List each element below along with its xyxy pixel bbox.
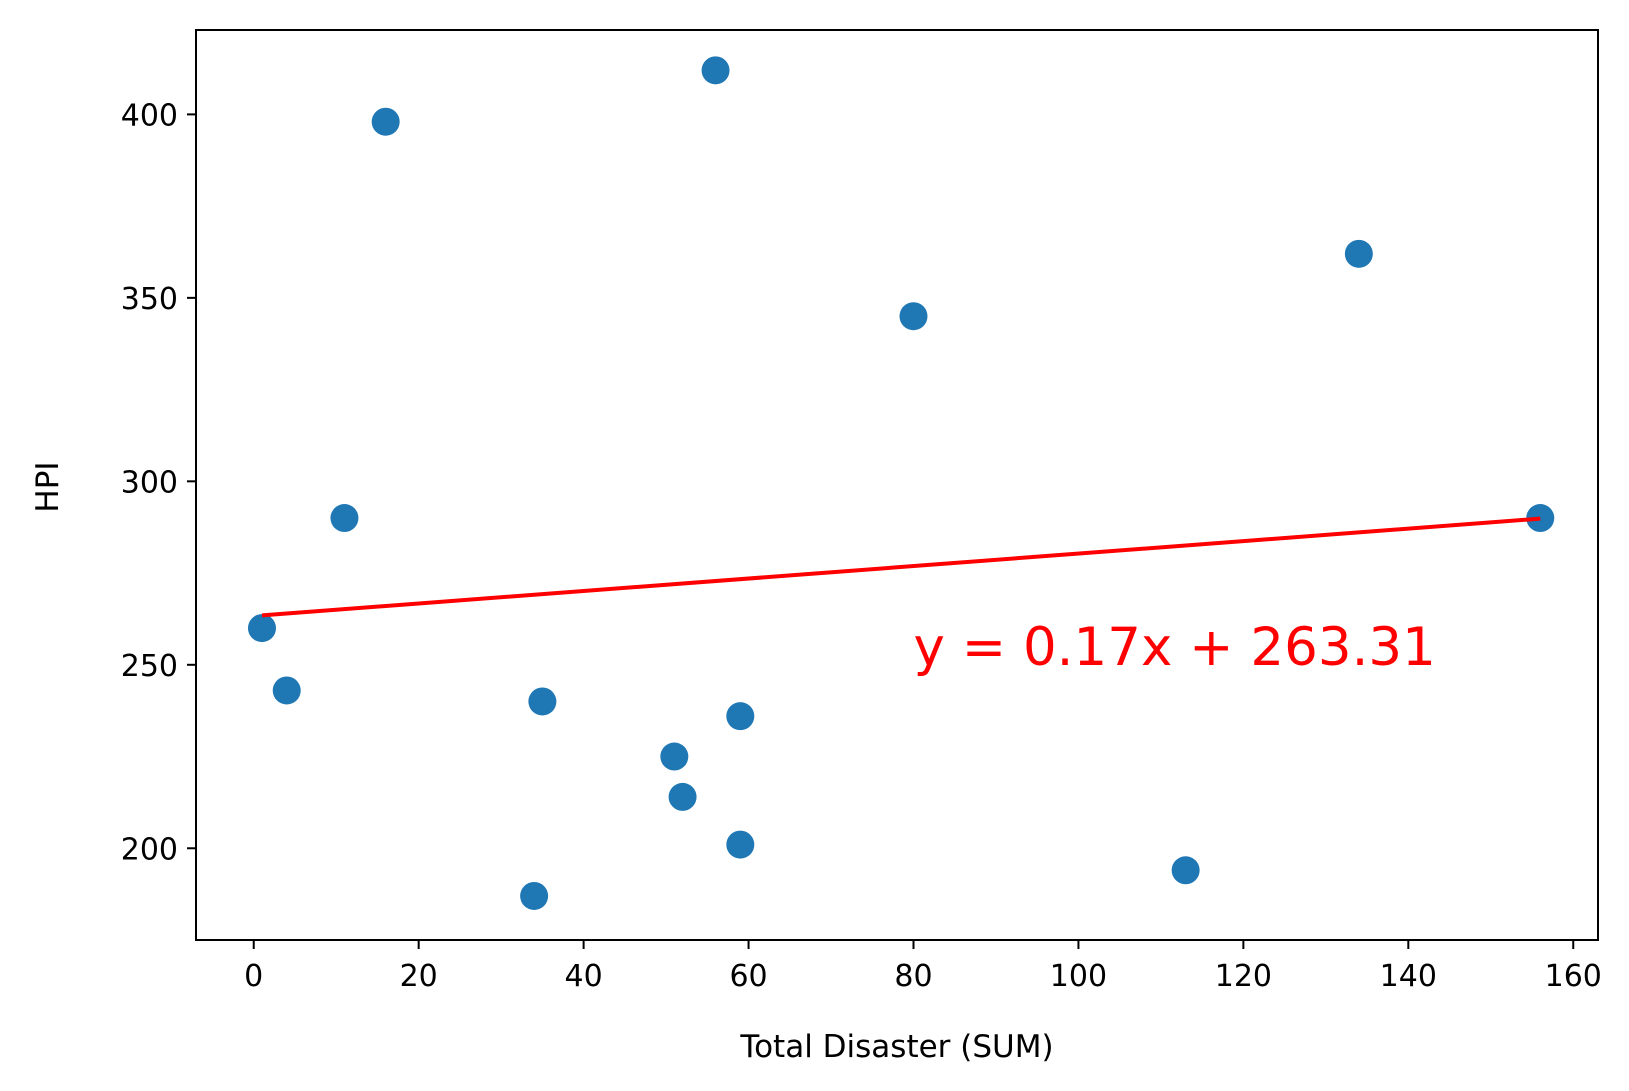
- data-point: [520, 881, 549, 910]
- data-point: [371, 107, 400, 136]
- regression-line: [261, 516, 1541, 618]
- x-tick-label: 40: [565, 959, 603, 994]
- data-point: [899, 302, 928, 331]
- data-point: [726, 830, 755, 859]
- data-point: [330, 504, 359, 533]
- y-tick-label: 250: [121, 649, 178, 684]
- data-point: [701, 56, 730, 85]
- data-point: [247, 614, 276, 643]
- x-tick-label: 120: [1215, 959, 1272, 994]
- x-tick-label: 20: [400, 959, 438, 994]
- x-tick-label: 160: [1545, 959, 1602, 994]
- x-tick-label: 60: [729, 959, 767, 994]
- y-axis-label: HPI: [30, 461, 66, 512]
- data-point: [1344, 239, 1373, 268]
- x-axis-label: Total Disaster (SUM): [739, 1029, 1053, 1065]
- y-tick-label: 300: [121, 465, 178, 500]
- data-point: [668, 782, 697, 811]
- data-point: [528, 687, 557, 716]
- x-tick-label: 100: [1050, 959, 1107, 994]
- y-tick-label: 350: [121, 282, 178, 317]
- y-tick-label: 200: [121, 832, 178, 867]
- y-tick-label: 400: [121, 98, 178, 133]
- data-point: [272, 676, 301, 705]
- x-tick-label: 80: [894, 959, 932, 994]
- x-tick-label: 140: [1380, 959, 1437, 994]
- data-point: [726, 702, 755, 731]
- axes: 0 20 40 60 80 100 120 140 160 200 250 300 350 400: [121, 29, 1602, 994]
- axes-frame: [195, 29, 1599, 941]
- plot-area: [247, 56, 1555, 910]
- data-point: [1526, 504, 1555, 533]
- data-point: [660, 742, 689, 771]
- regression-equation-annotation: y = 0.17x + 263.31: [913, 617, 1435, 678]
- data-point: [1171, 856, 1200, 885]
- x-tick-label: 0: [244, 959, 263, 994]
